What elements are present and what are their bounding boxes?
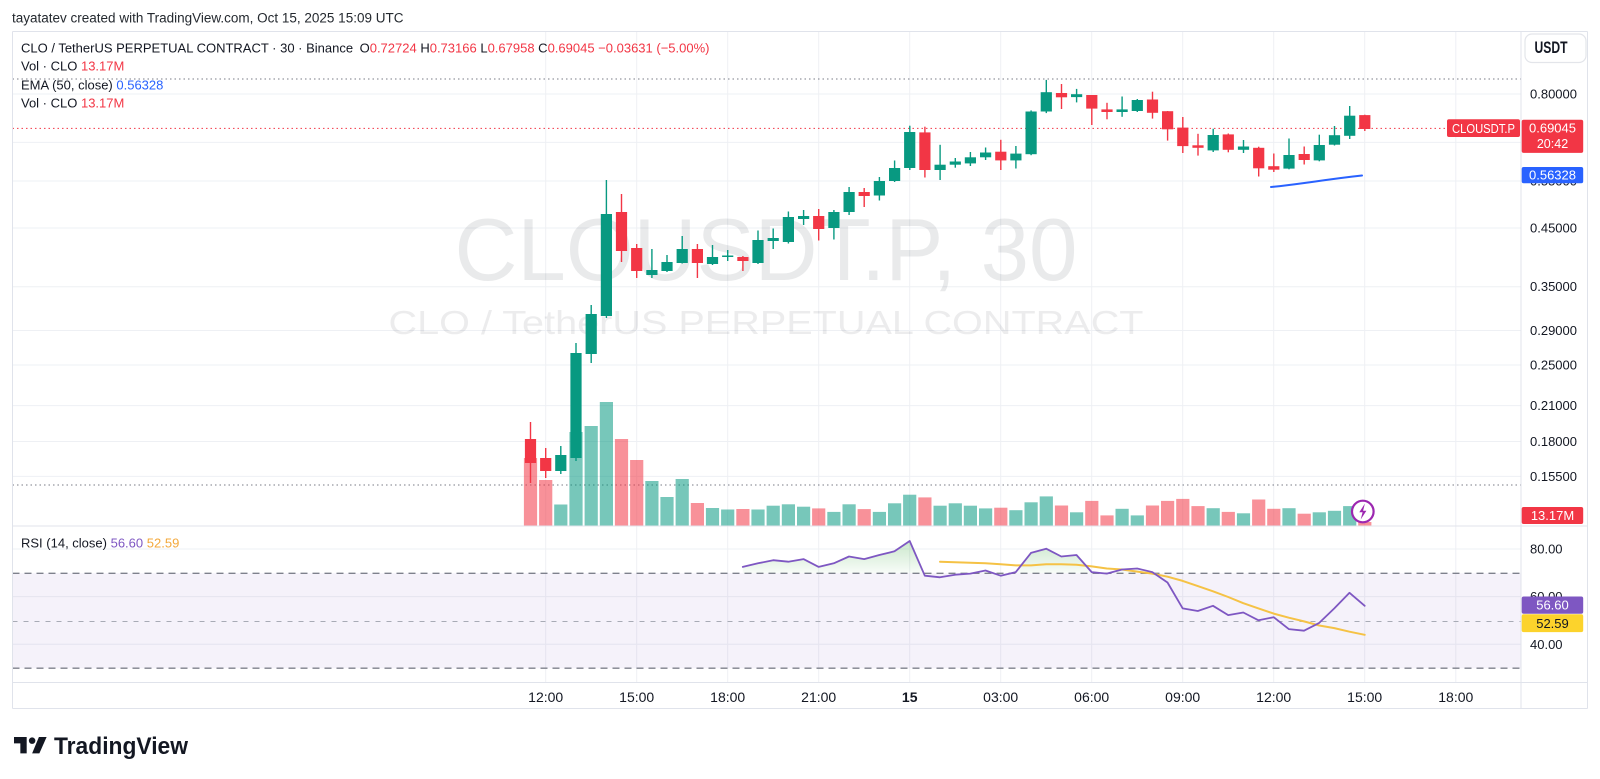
svg-text:06:00: 06:00 [1074,689,1109,705]
svg-text:12:00: 12:00 [1256,689,1291,705]
svg-text:0.18000: 0.18000 [1530,434,1577,449]
svg-text:56.60: 56.60 [1536,598,1569,613]
svg-text:21:00: 21:00 [801,689,836,705]
svg-text:80.00: 80.00 [1530,542,1563,557]
svg-text:CLOUSDT.P: CLOUSDT.P [1452,122,1515,136]
svg-text:0.35000: 0.35000 [1530,279,1577,294]
svg-text:0.56328: 0.56328 [1529,168,1576,183]
svg-text:Vol · CLO 13.17M: Vol · CLO 13.17M [21,59,124,74]
svg-text:CLO / TetherUS PERPETUAL CONTR: CLO / TetherUS PERPETUAL CONTRACT · 30 ·… [21,41,709,56]
svg-text:0.69045: 0.69045 [1529,121,1576,136]
svg-text:15:00: 15:00 [619,689,654,705]
svg-text:0.29000: 0.29000 [1530,323,1577,338]
svg-text:Vol · CLO 13.17M: Vol · CLO 13.17M [21,96,124,111]
svg-text:52.59: 52.59 [1536,616,1569,631]
svg-text:CLOUSDT.P, 30: CLOUSDT.P, 30 [455,200,1078,299]
svg-text:03:00: 03:00 [983,689,1018,705]
svg-text:18:00: 18:00 [1438,689,1473,705]
svg-text:13.17M: 13.17M [1531,508,1574,523]
svg-text:tayatatev created with Trading: tayatatev created with TradingView.com, … [12,11,404,26]
svg-text:0.25000: 0.25000 [1530,358,1577,373]
svg-text:0.21000: 0.21000 [1530,398,1577,413]
svg-text:40.00: 40.00 [1530,637,1563,652]
svg-text:12:00: 12:00 [528,689,563,705]
svg-text:0.15500: 0.15500 [1530,469,1577,484]
svg-text:EMA (50, close) 0.56328: EMA (50, close) 0.56328 [21,78,163,93]
svg-text:15:00: 15:00 [1347,689,1382,705]
svg-text:0.45000: 0.45000 [1530,221,1577,236]
svg-text:TradingView: TradingView [54,733,188,760]
svg-text:0.80000: 0.80000 [1530,87,1577,102]
svg-text:09:00: 09:00 [1165,689,1200,705]
svg-text:CLO / TetherUS PERPETUAL CONTR: CLO / TetherUS PERPETUAL CONTRACT [389,304,1144,341]
svg-text:USDT: USDT [1535,38,1568,57]
svg-text:20:42: 20:42 [1537,137,1568,151]
svg-text:18:00: 18:00 [710,689,745,705]
svg-text:15: 15 [902,689,918,705]
svg-text:RSI (14, close) 56.60 52.59: RSI (14, close) 56.60 52.59 [21,536,179,551]
